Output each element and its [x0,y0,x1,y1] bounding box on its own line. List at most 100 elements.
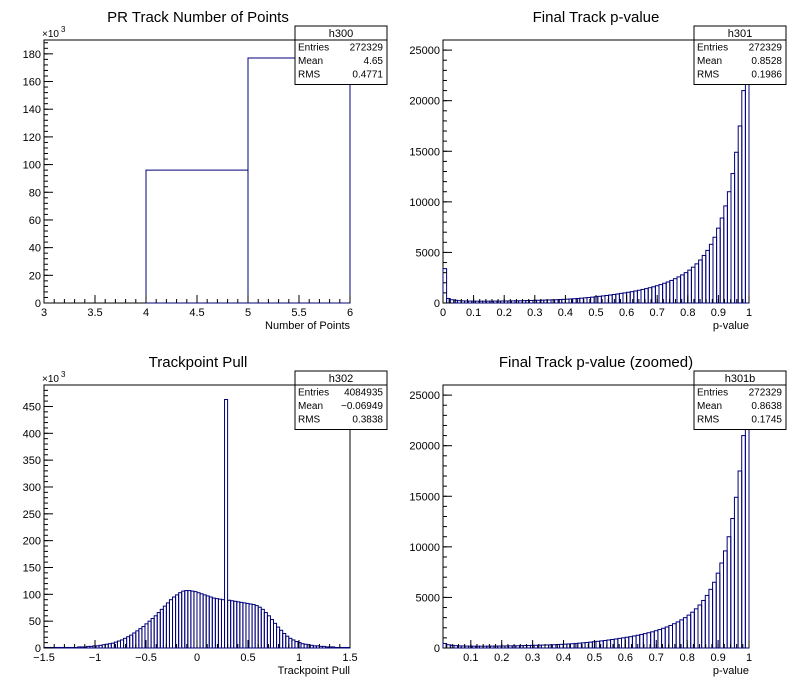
histogram-bin [559,643,564,649]
histogram-bin [489,645,495,649]
histogram-bin [464,645,470,649]
histogram-bin [606,639,612,649]
stats-value: 0.8638 [751,401,782,412]
y-axis-exponent: ×10 3 [42,25,66,40]
x-tick-label: 0.9 [710,652,725,664]
histogram-bin [640,288,646,304]
histogram-bin [650,631,655,649]
chart-title: PR Track Number of Points [107,9,289,26]
x-tick-label: 1 [296,652,302,664]
exponent-base: ×10 [42,29,59,40]
histogram-bin [568,298,574,304]
histogram-bin [554,299,559,304]
stats-value: 4.65 [364,56,384,67]
histogram-bin [467,300,473,304]
stats-label: Mean [697,56,722,67]
stats-box-frame [693,370,787,430]
stats-value: 272329 [749,388,783,399]
histogram-bin [613,638,619,649]
x-tick-label: 3.5 [87,307,102,319]
histogram-bin [597,295,602,304]
histogram-bin [698,259,703,304]
histogram-bin [723,205,728,304]
histogram-bin [708,243,714,304]
x-tick-label: −1 [89,652,102,664]
stats-value: 0.8528 [751,56,782,67]
x-tick-label: −1.5 [33,652,55,664]
histogram-bin [657,629,663,649]
stats-label: Mean [697,401,722,412]
histogram-bin [705,249,710,304]
histogram-bin [631,635,637,649]
x-tick-label: 1.5 [342,652,357,664]
chart-title: Trackpoint Pull [149,354,248,371]
stats-hist-name: h302 [329,373,353,385]
x-axis: 0 0.1 0.2 0.3 0.4 0.5 0.6 0.7 0.8 0.9 1p-value [440,295,752,332]
histogram-bin [497,645,502,649]
y-tick-label: 0 [434,643,440,655]
x-tick-label: 5.5 [291,307,306,319]
histogram-bin [693,608,699,649]
y-tick-label: 20000 [409,96,440,108]
histogram-bin [682,617,688,649]
stats-value: 0.4771 [352,70,383,81]
histogram-bin [715,572,721,649]
stats-label: Entries [298,388,329,399]
histogram-bin [680,274,685,304]
x-axis-label: p-value [713,320,749,332]
histogram-bin [687,269,692,304]
y-tick-label: 350 [23,455,41,467]
y-tick-label: 250 [23,509,41,521]
x-tick-label: 0.6 [618,652,633,664]
y-tick-label: 100 [23,160,41,172]
histogram-bin [615,293,620,304]
histogram-bin [690,266,696,304]
histogram-bin [577,642,582,649]
y-tick-label: 450 [23,401,41,413]
stats-value: 0.3838 [352,415,383,426]
x-tick-label: 0 [194,652,200,664]
stats-label: Entries [697,388,728,399]
histogram-bin [639,633,644,649]
histogram-bin [658,284,664,304]
y-axis: 0 50 100 150 200 250 300 350 400 450 [23,384,53,655]
histogram-bin [730,173,736,304]
y-tick-label: 160 [23,77,41,89]
x-tick-label: 1 [746,307,752,319]
histogram-bin [676,276,682,304]
histogram-bin [453,645,459,649]
histogram-bin [622,292,628,304]
stats-label: RMS [697,70,720,81]
histogram-bin [618,292,624,304]
stats-label: Entries [298,43,329,54]
x-tick-label: 5 [245,307,251,319]
y-axis: 0 20 40 60 80 100 120 140 160 180 [23,42,53,310]
histogram-bin [719,217,725,304]
histogram-bin [668,624,673,649]
x-tick-label: 6 [347,307,353,319]
exponent-base: ×10 [42,374,59,385]
y-axis: 0 5000 10000 15000 20000 25000 [409,39,452,310]
histogram-bin [475,645,480,649]
y-tick-label: 180 [23,49,41,61]
histogram-bin [697,604,703,649]
histogram-bin [588,641,593,649]
x-tick-label: 0.3 [527,307,542,319]
histogram-bin [579,297,584,304]
histogram-bin [683,272,689,304]
y-tick-label: 15000 [409,146,440,158]
histogram-bin [651,286,656,304]
y-tick-label: 20 [29,270,41,282]
stats-box-frame [693,25,787,85]
histogram-bin [564,298,570,304]
x-tick-label: 4 [143,307,149,319]
stats-value: 272329 [749,43,783,54]
x-tick-label: 0.3 [525,652,540,664]
y-tick-label: 400 [23,428,41,440]
stats-label: RMS [298,415,321,426]
histogram-bin [694,263,700,304]
x-tick-label: 0.4 [558,307,573,319]
histogram-bin [626,291,631,304]
